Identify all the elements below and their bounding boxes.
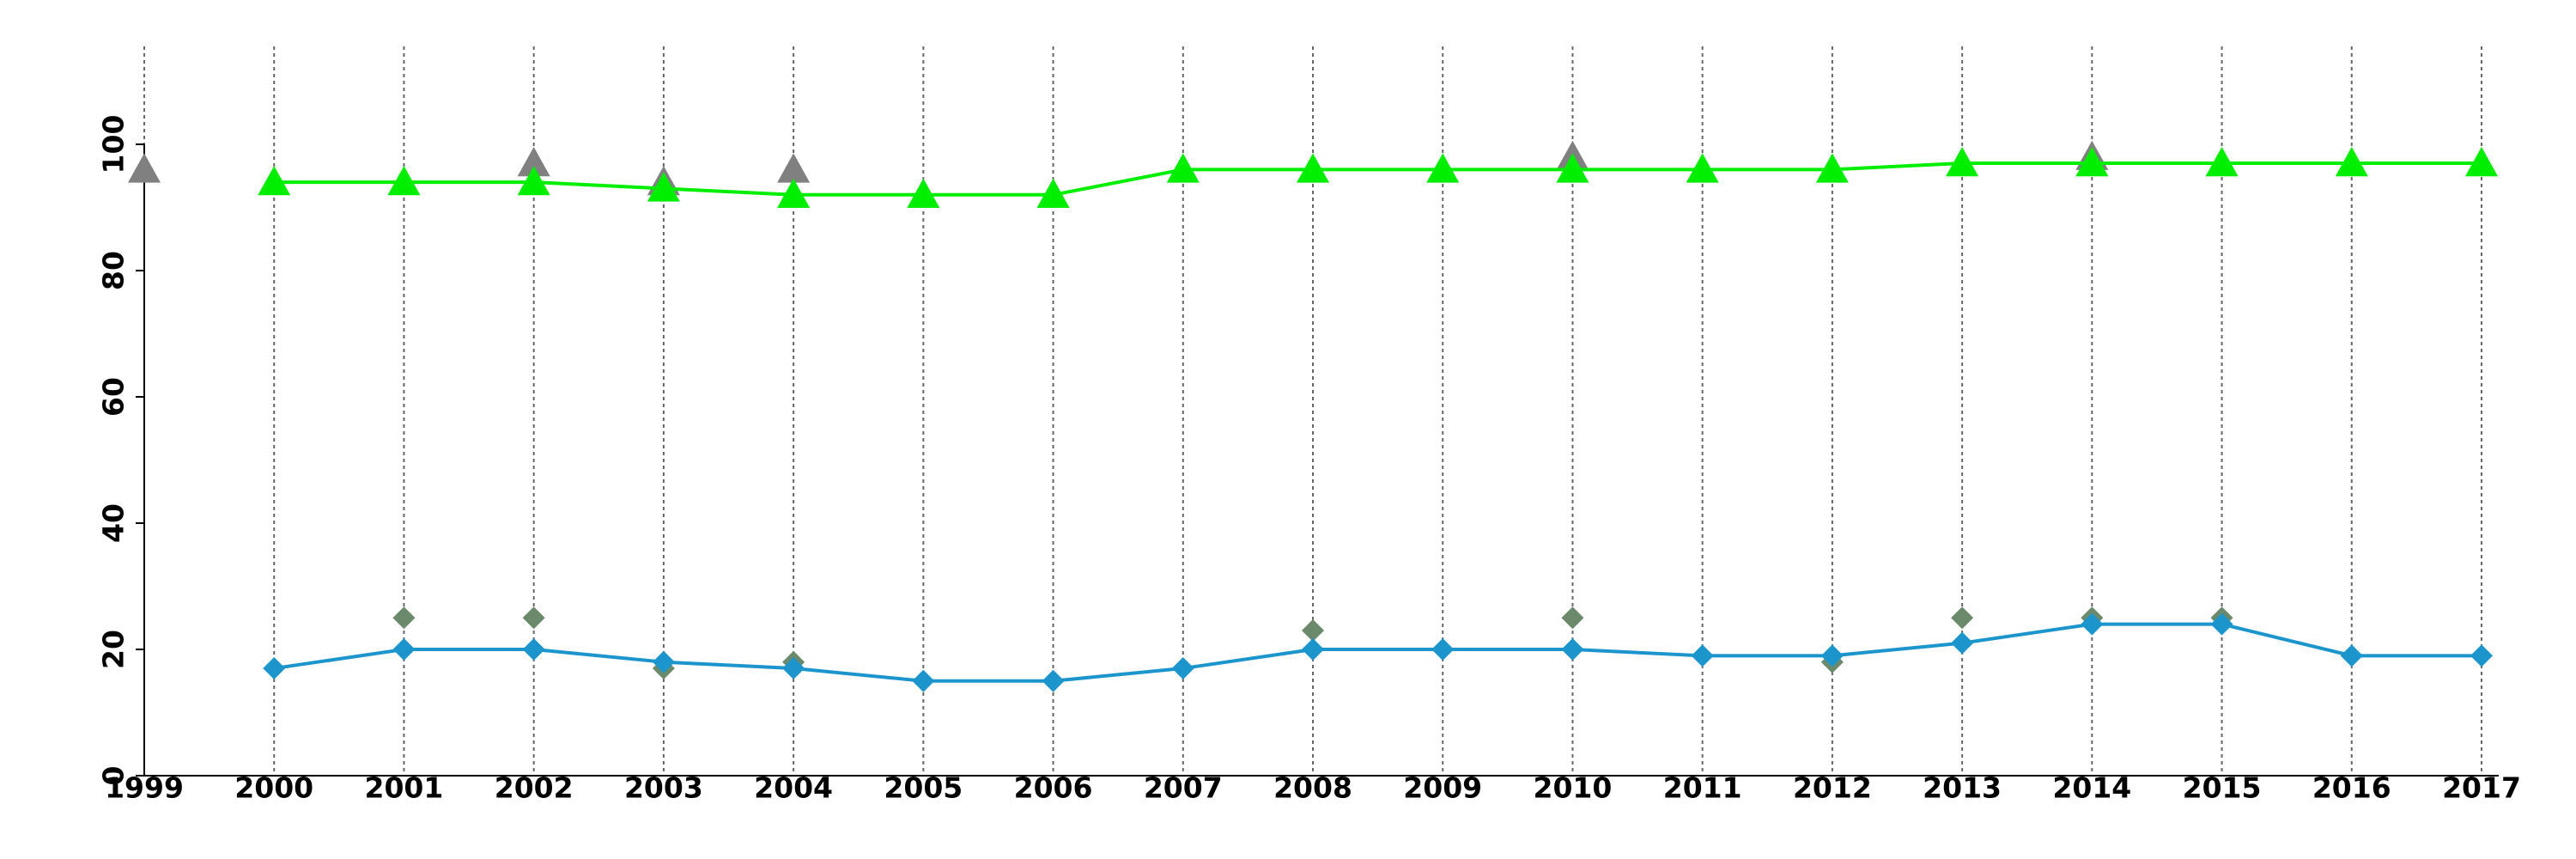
diamond-marker: [1951, 606, 1974, 630]
triangle-marker: [517, 147, 550, 177]
diamond-marker: [1820, 644, 1844, 667]
triangle-marker: [2205, 147, 2239, 177]
y-tick-label: 100: [97, 115, 131, 174]
triangle-marker: [1166, 153, 1200, 183]
series-line: [273, 622, 2482, 683]
diamond-marker: [263, 657, 286, 680]
diamond-marker: [1302, 618, 1324, 642]
diamond-marker: [782, 657, 805, 680]
diamond-marker: [1561, 606, 1584, 630]
triangle-marker: [1426, 153, 1460, 183]
triangle-marker: [1815, 153, 1849, 183]
diamond-marker: [522, 606, 545, 630]
y-tick-label: 20: [97, 630, 131, 669]
triangle-marker: [777, 153, 811, 183]
triangle-marker: [1556, 153, 1589, 183]
diamond-marker: [1431, 638, 1455, 661]
triangle-marker: [907, 178, 940, 208]
triangle-marker: [128, 153, 161, 183]
triangle-marker: [647, 172, 680, 202]
diamond-marker: [2081, 612, 2104, 636]
diamond-marker: [522, 638, 545, 661]
diamond-marker: [1561, 638, 1584, 661]
triangle-marker: [777, 178, 811, 208]
diamond-marker: [392, 606, 416, 630]
triangle-marker: [2075, 147, 2109, 177]
diamond-marker: [2470, 644, 2493, 667]
triangle-marker: [258, 166, 291, 196]
diamond-marker: [652, 650, 675, 673]
triangle-marker: [2335, 147, 2368, 177]
diamond-marker: [1951, 631, 1974, 655]
diamond-marker: [912, 669, 935, 692]
y-tick-label: 0: [97, 766, 131, 786]
triangle-marker: [1686, 153, 1719, 183]
triangle-marker: [1036, 178, 1070, 208]
diamond-marker: [1042, 669, 1065, 692]
y-tick-label: 40: [97, 503, 131, 543]
triangle-marker: [1946, 147, 1979, 177]
diamond-marker: [1171, 657, 1194, 680]
series-line: [274, 161, 2482, 197]
y-tick-label: 60: [97, 377, 131, 417]
triangle-marker: [2465, 147, 2498, 177]
diamond-marker: [2210, 612, 2233, 636]
triangle-marker: [517, 166, 550, 196]
triangle-marker: [1297, 153, 1329, 183]
diamond-marker: [1302, 638, 1324, 661]
y-tick-label: 80: [97, 251, 131, 290]
diamond-marker: [1691, 644, 1714, 667]
triangle-marker: [387, 166, 421, 196]
diamond-marker: [2340, 644, 2363, 667]
diamond-marker: [392, 638, 416, 661]
